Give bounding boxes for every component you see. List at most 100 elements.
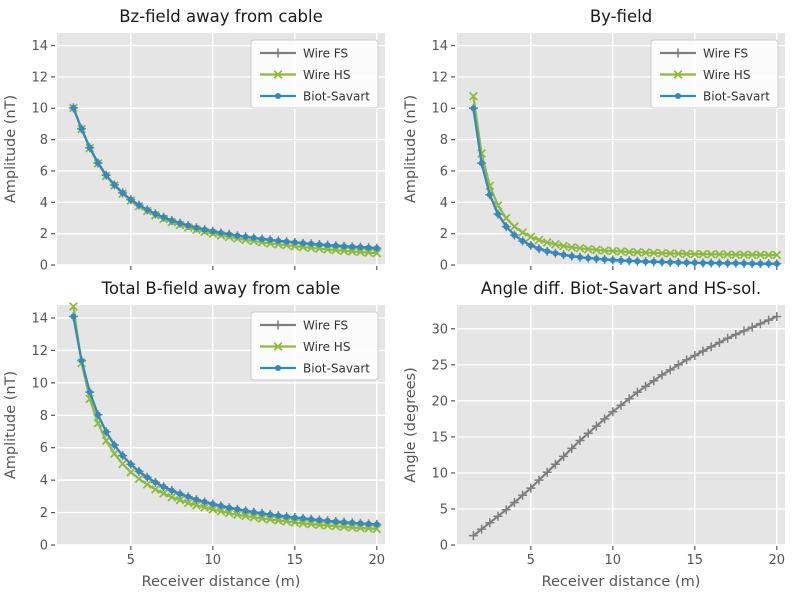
marker-x (755, 250, 765, 260)
marker-x (583, 244, 593, 254)
marker-dot (78, 357, 85, 364)
marker-dot (283, 513, 290, 520)
marker-x (550, 239, 560, 249)
plot-area: 5 10 15 20 0 2 4 6 8 10 12 14 Wire FS Wire HS Biot-Sav… (31, 302, 385, 568)
marker-dot (495, 211, 501, 218)
marker-dot (544, 248, 551, 255)
marker-dot (193, 496, 200, 503)
marker-x (323, 245, 333, 254)
marker-plus (509, 498, 519, 507)
legend-box (650, 39, 779, 109)
legend: Wire FS Wire HS Biot-Savart (650, 39, 779, 109)
y-tick-label: 15 (431, 430, 448, 445)
marker-dot (136, 202, 142, 209)
marker-dot (332, 518, 339, 525)
marker-x (772, 250, 782, 260)
marker-dot (618, 257, 624, 264)
marker-dot (357, 244, 364, 251)
y-tick-label: 0 (40, 539, 48, 554)
marker-dot (308, 516, 315, 523)
marker-dot (218, 229, 224, 236)
marker-dot (136, 468, 142, 475)
x-axis-label: Receiver distance (m) (542, 574, 701, 590)
y-tick-label: 10 (431, 466, 448, 481)
marker-dot (291, 514, 298, 521)
marker-x (509, 222, 519, 232)
legend-label: Wire HS (703, 68, 750, 82)
marker-dot (86, 144, 93, 151)
marker-dot (242, 507, 249, 514)
subplot-by-field: 0 2 4 6 8 10 12 14 Wire FS Wire HS Biot-Savart By-… (403, 7, 785, 270)
marker-dot (201, 226, 208, 233)
marker-x (109, 449, 119, 459)
marker-x (273, 516, 283, 525)
marker-x (641, 248, 651, 258)
marker-dot (341, 243, 347, 250)
marker-x (559, 241, 569, 251)
marker-dot (365, 244, 372, 251)
marker-dot (275, 93, 281, 99)
marker-dot (324, 517, 331, 524)
marker-dot (275, 512, 282, 519)
marker-plus (714, 338, 724, 347)
marker-x (290, 518, 300, 527)
marker-x (526, 232, 536, 242)
marker-x (273, 70, 283, 79)
y-axis-label: Amplitude (nT) (403, 95, 419, 203)
y-tick-label: 12 (31, 344, 48, 359)
marker-plus (567, 443, 577, 453)
marker-x (616, 247, 626, 256)
marker-x (739, 250, 749, 260)
marker-dot (242, 233, 249, 240)
marker-x (159, 488, 169, 498)
marker-dot (152, 479, 159, 486)
marker-dot (209, 228, 216, 235)
marker-dot (234, 232, 241, 239)
marker-x (257, 514, 267, 524)
marker-plus (698, 346, 708, 356)
marker-plus (477, 524, 487, 534)
marker-x (355, 247, 365, 257)
legend-label: Biot-Savart (303, 362, 370, 376)
y-tick-label: 25 (431, 358, 448, 373)
marker-x (298, 518, 308, 528)
marker-dot (119, 189, 126, 196)
y-tick-label: 10 (31, 376, 48, 391)
legend-box (250, 39, 379, 109)
marker-dot (168, 217, 175, 224)
marker-plus (485, 518, 495, 528)
series-wire-hs (468, 91, 782, 260)
marker-x (331, 521, 341, 531)
marker-x (542, 237, 552, 247)
marker-x (249, 512, 259, 522)
marker-plus (632, 387, 642, 397)
y-axis-label: Angle (degrees) (403, 367, 419, 483)
marker-dot (642, 258, 649, 265)
subplot-total-b-field: 5 10 15 20 0 2 4 6 8 10 12 14 Wire FS Wire HS Biot-Sav… (3, 279, 385, 590)
x-tick-label: 15 (687, 553, 704, 568)
marker-dot (185, 222, 192, 229)
marker-dot (160, 483, 167, 490)
marker-dot (708, 260, 715, 266)
marker-plus (657, 370, 667, 380)
marker-dot (218, 502, 224, 509)
marker-plus (690, 351, 700, 360)
marker-x (118, 459, 128, 469)
marker-plus (682, 355, 692, 365)
marker-dot (700, 260, 706, 266)
marker-dot (478, 160, 485, 167)
marker-dot (250, 509, 257, 516)
y-tick-label: 2 (440, 227, 448, 242)
marker-dot (250, 234, 257, 241)
x-tick-label: 15 (287, 553, 304, 568)
marker-dot (160, 214, 167, 221)
y-tick-label: 14 (431, 39, 448, 54)
marker-dot (601, 256, 608, 263)
marker-dot (308, 240, 315, 247)
marker-dot (609, 257, 616, 263)
marker-x (191, 500, 201, 510)
marker-x (364, 524, 374, 533)
legend-label: Biot-Savart (303, 90, 370, 104)
marker-dot (357, 520, 364, 527)
